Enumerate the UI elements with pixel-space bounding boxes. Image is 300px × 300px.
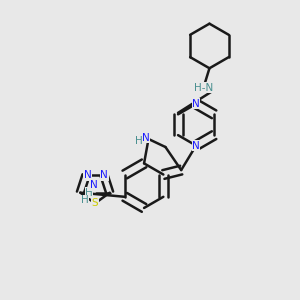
Text: N: N	[84, 170, 91, 180]
Text: S: S	[92, 198, 98, 208]
Text: H-N: H-N	[194, 82, 213, 93]
Text: N: N	[89, 180, 97, 190]
Text: N: N	[192, 99, 200, 109]
Text: H: H	[135, 136, 143, 146]
Text: N: N	[100, 170, 108, 180]
Text: N: N	[192, 140, 200, 151]
Text: N: N	[142, 133, 149, 142]
Text: H: H	[85, 188, 93, 198]
Text: H: H	[81, 195, 88, 205]
